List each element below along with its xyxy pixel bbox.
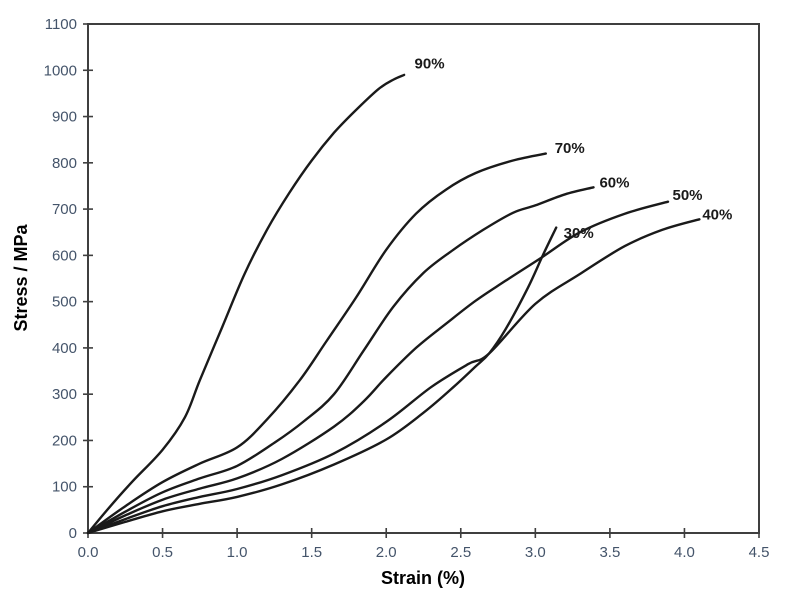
x-tick-label: 2.5 [450, 544, 471, 561]
y-tick-label: 400 [52, 340, 77, 357]
y-tick-label: 900 [52, 109, 77, 126]
y-tick-label: 500 [52, 294, 77, 311]
curve-label-60pct: 60% [599, 174, 629, 191]
y-tick-label: 200 [52, 432, 77, 449]
y-tick-label: 800 [52, 155, 77, 172]
curve-label-70pct: 70% [555, 140, 585, 157]
curve-label-90pct: 90% [415, 55, 445, 72]
y-axis-title: Stress / MPa [11, 223, 31, 331]
plot-area-border [87, 23, 760, 534]
y-tick-label: 600 [52, 247, 77, 264]
x-tick-label: 1.0 [227, 544, 248, 561]
y-tick-label: 1000 [44, 62, 77, 79]
y-tick-label: 100 [52, 479, 77, 496]
curve-70pct [86, 152, 547, 535]
x-tick-label: 4.0 [674, 544, 695, 561]
y-tick-label: 700 [52, 201, 77, 218]
y-tick-label: 300 [52, 386, 77, 403]
x-tick-label: 3.0 [525, 544, 546, 561]
curve-label-40pct: 40% [702, 207, 732, 224]
x-tick-label: 4.5 [749, 544, 770, 561]
curves [86, 73, 701, 535]
x-tick-label: 0.0 [78, 544, 99, 561]
curve-labels: 90% 70% 60% 50% 40% 30% [415, 55, 733, 242]
curve-label-30pct: 30% [564, 225, 594, 242]
x-tick-label: 2.0 [376, 544, 397, 561]
curve-60pct [86, 186, 595, 535]
curve-50pct [86, 200, 670, 535]
y-tick-label: 0 [69, 525, 77, 542]
curve-label-50pct: 50% [673, 187, 703, 204]
curve-40pct [86, 218, 701, 535]
x-tick-label: 1.5 [301, 544, 322, 561]
x-axis-title: Strain (%) [381, 568, 465, 588]
curve-30pct [86, 226, 558, 535]
y-tick-label: 1100 [45, 16, 77, 33]
y-tick-labels: 0 100 200 300 400 500 600 700 800 900 1000 1100 [44, 16, 77, 542]
x-tick-label: 3.5 [599, 544, 620, 561]
axis-ticks [83, 23, 760, 538]
x-tick-labels: 0.0 0.5 1.0 1.5 2.0 2.5 3.0 3.5 4.0 4.5 [78, 544, 770, 561]
curve-90pct [86, 73, 406, 535]
x-tick-label: 0.5 [152, 544, 173, 561]
